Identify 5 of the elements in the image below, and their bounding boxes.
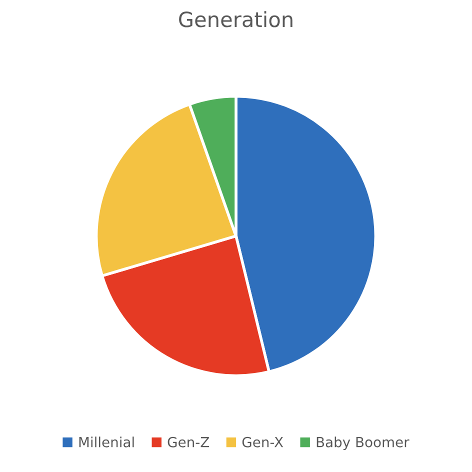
chart-title: Generation <box>179 11 292 28</box>
legend-label: Gen-X <box>242 436 284 448</box>
legend-label: Baby Boomer <box>316 436 410 450</box>
legend-label: Gen-Z <box>168 436 210 448</box>
legend-label: Millenial <box>79 436 134 448</box>
